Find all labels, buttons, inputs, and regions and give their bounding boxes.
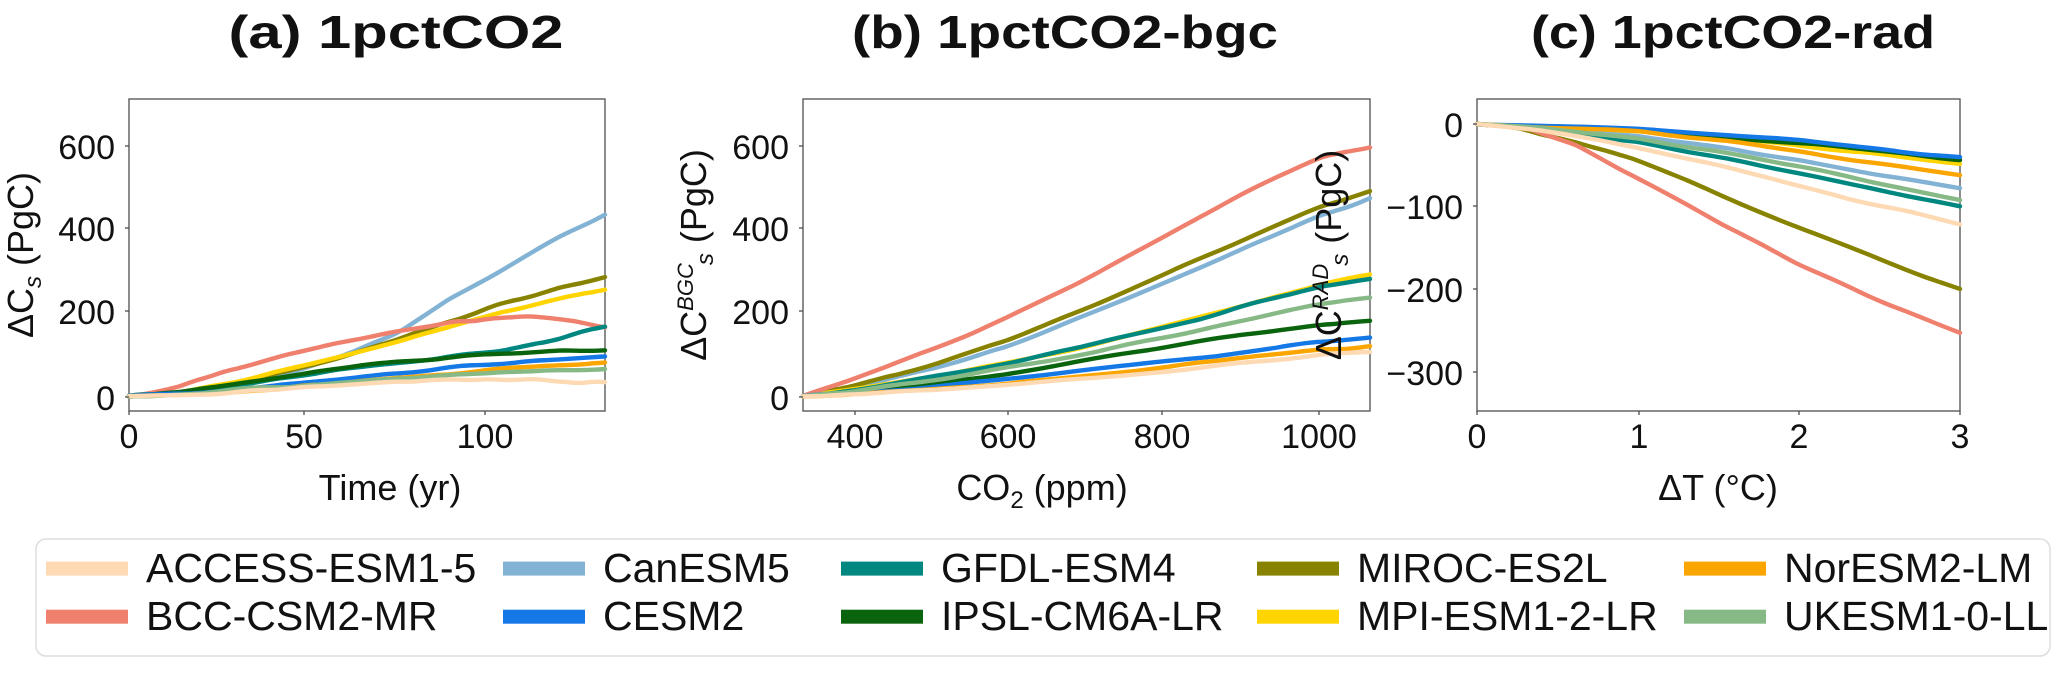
- svg-text:3: 3: [1951, 418, 1970, 456]
- svg-text:0: 0: [1444, 107, 1463, 145]
- svg-text:NorESM2-LM: NorESM2-LM: [1784, 545, 2032, 591]
- svg-text:800: 800: [1134, 418, 1191, 456]
- svg-text:200: 200: [58, 294, 115, 332]
- svg-text:−200: −200: [1386, 272, 1463, 310]
- svg-text:BCC-CSM2-MR: BCC-CSM2-MR: [146, 593, 438, 639]
- svg-text:ACCESS-ESM1-5: ACCESS-ESM1-5: [146, 545, 476, 591]
- svg-text:ΔT (°C): ΔT (°C): [1658, 467, 1778, 508]
- svg-text:GFDL-ESM4: GFDL-ESM4: [941, 545, 1176, 591]
- svg-text:100: 100: [457, 418, 514, 456]
- svg-text:CESM2: CESM2: [603, 593, 744, 639]
- svg-text:(b) 1pctCO2-bgc: (b) 1pctCO2-bgc: [852, 6, 1278, 58]
- svg-text:IPSL-CM6A-LR: IPSL-CM6A-LR: [941, 593, 1224, 639]
- svg-text:0: 0: [770, 380, 789, 418]
- svg-text:1000: 1000: [1281, 418, 1357, 456]
- svg-text:600: 600: [980, 418, 1037, 456]
- svg-text:200: 200: [732, 294, 789, 332]
- svg-text:1: 1: [1630, 418, 1649, 456]
- svg-text:ΔCs (PgC): ΔCs (PgC): [0, 172, 47, 338]
- svg-text:CanESM5: CanESM5: [603, 545, 790, 591]
- svg-text:CO2 (ppm): CO2 (ppm): [956, 467, 1127, 514]
- svg-text:Time (yr): Time (yr): [319, 467, 462, 508]
- svg-text:MPI-ESM1-2-LR: MPI-ESM1-2-LR: [1357, 593, 1658, 639]
- svg-text:0: 0: [96, 380, 115, 418]
- svg-text:(c) 1pctCO2-rad: (c) 1pctCO2-rad: [1531, 6, 1935, 58]
- svg-text:400: 400: [827, 418, 884, 456]
- svg-text:−100: −100: [1386, 189, 1463, 227]
- svg-text:−300: −300: [1386, 355, 1463, 393]
- svg-text:600: 600: [58, 129, 115, 167]
- svg-text:600: 600: [732, 129, 789, 167]
- svg-text:400: 400: [732, 211, 789, 249]
- svg-text:MIROC-ES2L: MIROC-ES2L: [1357, 545, 1608, 591]
- svg-text:UKESM1-0-LL: UKESM1-0-LL: [1784, 593, 2048, 639]
- svg-text:0: 0: [120, 418, 139, 456]
- svg-text:2: 2: [1790, 418, 1809, 456]
- svg-text:(a) 1pctCO2: (a) 1pctCO2: [229, 6, 564, 58]
- svg-text:400: 400: [58, 211, 115, 249]
- svg-text:0: 0: [1468, 418, 1487, 456]
- svg-text:50: 50: [285, 418, 323, 456]
